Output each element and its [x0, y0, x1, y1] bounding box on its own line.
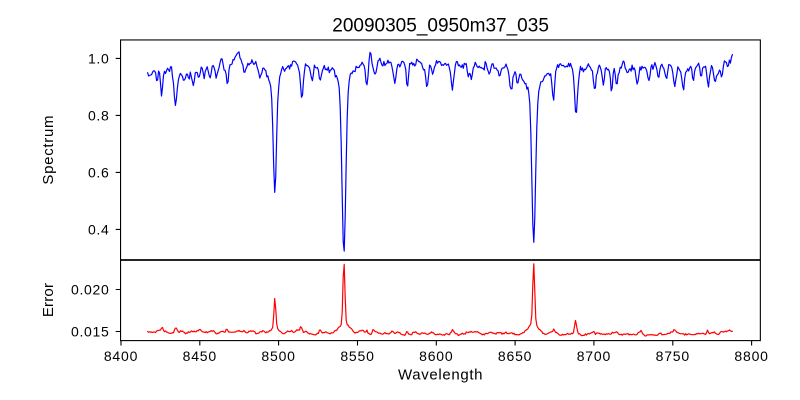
svg-text:Spectrum: Spectrum: [40, 115, 57, 185]
svg-text:8650: 8650: [498, 348, 532, 364]
svg-text:0.6: 0.6: [88, 164, 110, 180]
svg-text:8700: 8700: [577, 348, 611, 364]
svg-text:8550: 8550: [340, 348, 374, 364]
svg-text:8450: 8450: [183, 348, 217, 364]
svg-text:Wavelength: Wavelength: [398, 366, 483, 383]
svg-text:8600: 8600: [419, 348, 453, 364]
svg-text:0.015: 0.015: [71, 324, 110, 340]
svg-text:8500: 8500: [261, 348, 295, 364]
svg-text:1.0: 1.0: [88, 50, 110, 66]
svg-text:0.4: 0.4: [88, 221, 110, 237]
svg-text:8800: 8800: [734, 348, 768, 364]
svg-text:8400: 8400: [104, 348, 138, 364]
svg-text:Error: Error: [40, 283, 57, 317]
svg-text:8750: 8750: [656, 348, 690, 364]
svg-text:20090305_0950m37_035: 20090305_0950m37_035: [332, 16, 549, 37]
svg-text:0.8: 0.8: [88, 107, 110, 123]
svg-text:0.020: 0.020: [71, 282, 110, 298]
